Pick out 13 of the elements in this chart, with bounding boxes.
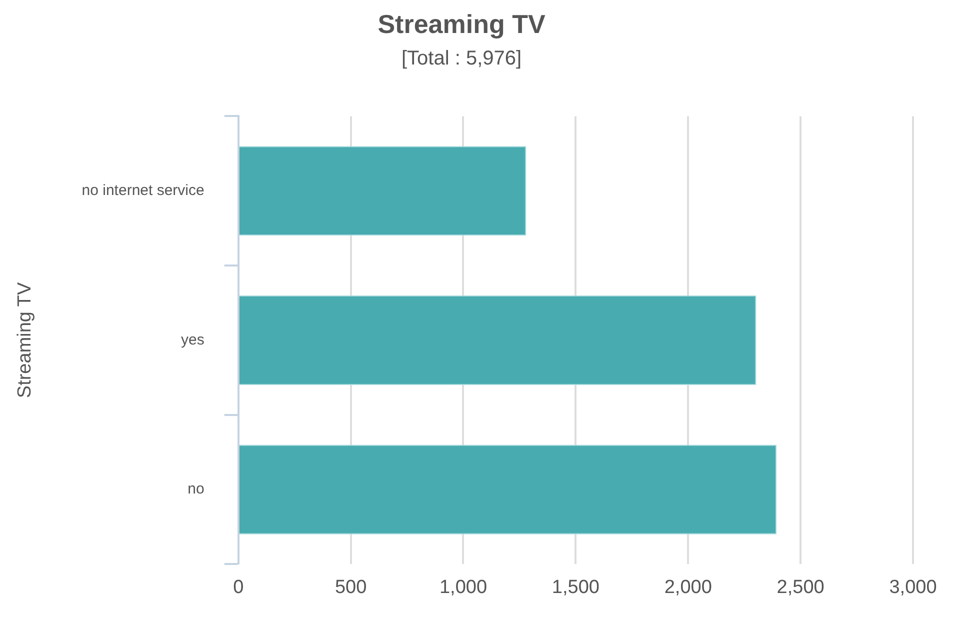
x-tick-label: 2,000 [664,576,712,598]
x-tick-label: 500 [334,576,367,598]
y-tick-label: no [188,480,204,498]
x-tick-label: 2,500 [776,576,824,598]
y-tick-label: yes [181,331,204,348]
x-tick-label: 1,500 [552,576,600,598]
x-tick-label: 1,000 [439,576,488,598]
x-tick-label: 0 [233,576,244,598]
y-axis-title: Streaming TV [14,282,36,398]
y-tick-label: no internet service [82,182,204,200]
x-tick-label: 3,000 [889,576,937,598]
chart-title: Streaming TV [378,8,546,39]
chart-subtitle: [Total : 5,976] [401,48,522,70]
